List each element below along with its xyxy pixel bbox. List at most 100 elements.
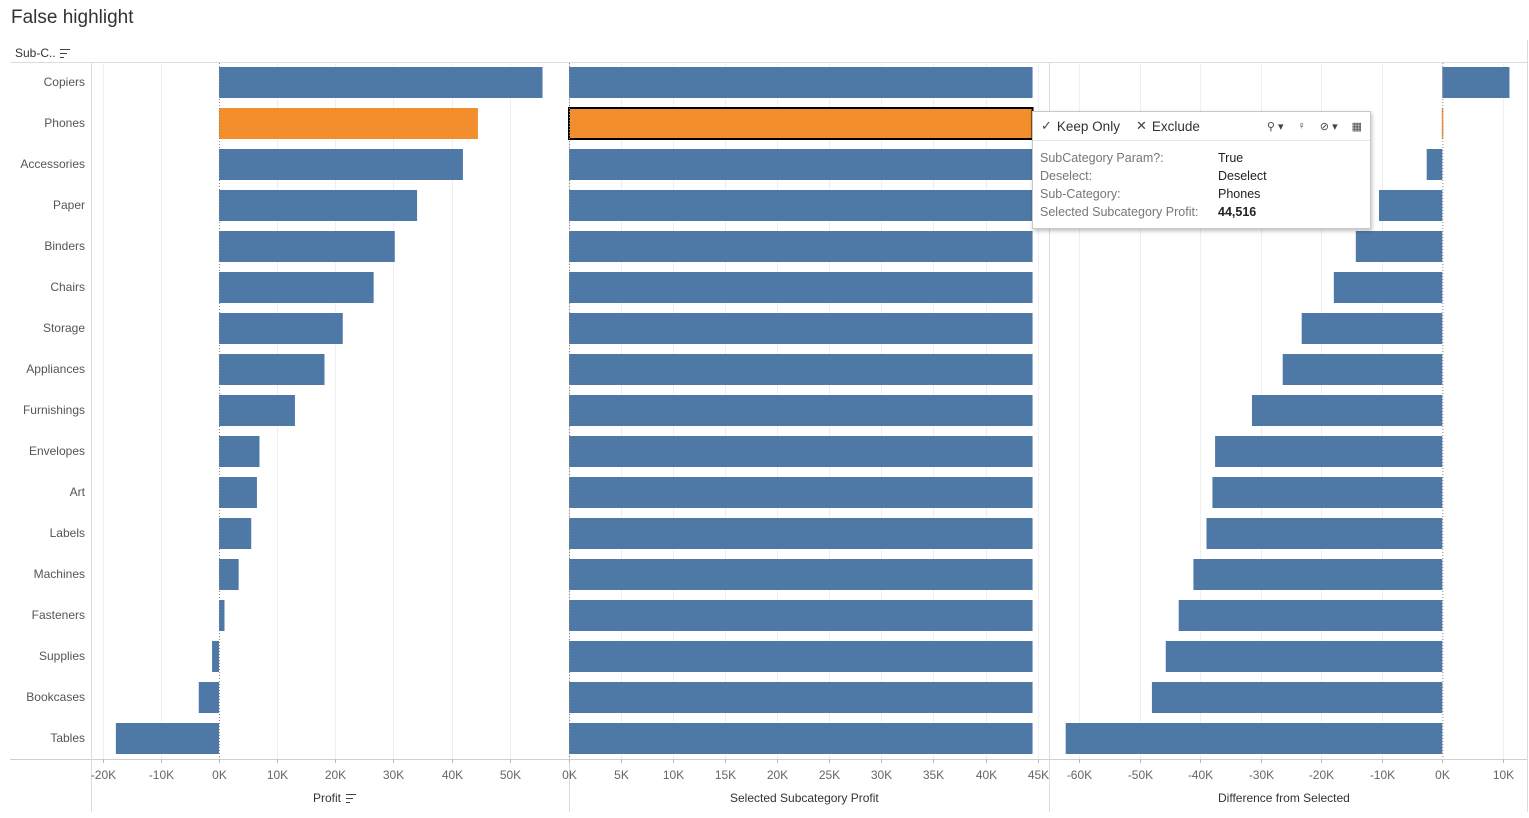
row-label: Accessories [20, 157, 85, 171]
bar[interactable] [569, 559, 1033, 590]
bar[interactable] [1442, 67, 1510, 98]
bar[interactable] [218, 313, 343, 344]
tooltip-key: Sub-Category: [1040, 187, 1121, 201]
bar[interactable] [218, 67, 543, 98]
bar[interactable] [569, 272, 1033, 303]
row-label: Binders [44, 239, 85, 253]
bar[interactable] [569, 313, 1033, 344]
row-field-header[interactable]: Sub-C.. [15, 46, 70, 60]
bar[interactable] [1355, 231, 1443, 262]
tick-label: 10K [663, 768, 684, 782]
bar[interactable] [568, 107, 1034, 140]
bar[interactable] [1212, 477, 1443, 508]
bar[interactable] [569, 190, 1033, 221]
bar[interactable] [218, 231, 395, 262]
bar[interactable] [218, 436, 260, 467]
tick-label: 30K [871, 768, 892, 782]
view-data-icon[interactable]: ▦ [1351, 120, 1362, 133]
tooltip-value: True [1218, 151, 1244, 165]
tick-label: 10K [267, 768, 288, 782]
tooltip-row: Deselect: Deselect [1040, 169, 1370, 187]
bar[interactable] [212, 641, 219, 672]
bar[interactable] [569, 149, 1033, 180]
tick-label: 40K [976, 768, 997, 782]
bar[interactable] [569, 354, 1033, 385]
tick-label: 35K [923, 768, 944, 782]
bar[interactable] [218, 395, 295, 426]
bar[interactable] [1151, 682, 1443, 713]
check-icon: ✓ [1041, 118, 1052, 133]
bar[interactable] [218, 108, 478, 139]
tooltip-key: Selected Subcategory Profit: [1040, 205, 1199, 219]
row-label: Fasteners [32, 608, 85, 622]
bar[interactable] [115, 723, 219, 754]
bar[interactable] [1333, 272, 1443, 303]
tick-label: 45K [1028, 768, 1049, 782]
axis-title-selected: Selected Subcategory Profit [730, 791, 879, 805]
tick-label: 10K [1493, 768, 1514, 782]
lightbulb-icon[interactable]: ♀ [1297, 120, 1306, 132]
bar[interactable] [569, 723, 1033, 754]
exclude-button[interactable]: ✕ Exclude [1136, 118, 1200, 134]
bar[interactable] [569, 436, 1033, 467]
bar[interactable] [569, 682, 1033, 713]
bar[interactable] [218, 190, 418, 221]
bar[interactable] [569, 477, 1033, 508]
tooltip-details: SubCategory Param?: True Deselect: Deselect… [1033, 141, 1370, 223]
bar[interactable] [569, 518, 1033, 549]
bar[interactable] [1378, 190, 1443, 221]
row-label: Labels [50, 526, 85, 540]
tooltip-key: Deselect: [1040, 169, 1093, 183]
bar[interactable] [1065, 723, 1443, 754]
bar[interactable] [1215, 436, 1443, 467]
bar[interactable] [569, 395, 1033, 426]
row-label: Appliances [26, 362, 85, 376]
bar[interactable] [1178, 600, 1443, 631]
bar[interactable] [198, 682, 219, 713]
axis-title-profit[interactable]: Profit [313, 791, 357, 805]
bar[interactable] [1206, 518, 1443, 549]
group-members-icon[interactable]: ⚲ ▾ [1266, 120, 1284, 133]
bar[interactable] [218, 600, 225, 631]
tooltip: ✓ Keep Only ✕ Exclude ⚲ ▾ ♀ ⊘ ▾ ▦ SubCat… [1032, 111, 1371, 229]
bar[interactable] [1301, 313, 1443, 344]
bar[interactable] [1193, 559, 1443, 590]
sort-icon[interactable] [59, 48, 70, 58]
tooltip-row: SubCategory Param?: True [1040, 151, 1370, 169]
bar[interactable] [569, 600, 1033, 631]
bar[interactable] [218, 272, 374, 303]
bar[interactable] [569, 641, 1033, 672]
bar[interactable] [1426, 149, 1443, 180]
bar[interactable] [218, 518, 252, 549]
row-label: Bookcases [26, 690, 85, 704]
bar[interactable] [218, 149, 463, 180]
bar[interactable] [218, 559, 239, 590]
keep-only-button[interactable]: ✓ Keep Only [1041, 118, 1120, 134]
bar[interactable] [569, 231, 1033, 262]
bar[interactable] [1251, 395, 1443, 426]
close-icon: ✕ [1135, 118, 1147, 133]
tooltip-key: SubCategory Param?: [1040, 151, 1164, 165]
keep-only-label: Keep Only [1056, 118, 1120, 134]
tick-label: -30K [1249, 768, 1274, 782]
tooltip-value: Deselect [1218, 169, 1267, 183]
bar[interactable] [569, 67, 1033, 98]
exclude-label: Exclude [1151, 118, 1200, 134]
tick-label: 20K [325, 768, 346, 782]
tick-label: 30K [383, 768, 404, 782]
bar[interactable] [1282, 354, 1443, 385]
bar[interactable] [218, 354, 325, 385]
tick-label: -40K [1188, 768, 1213, 782]
tick-label: -60K [1067, 768, 1092, 782]
tick-label: 0K [1435, 768, 1450, 782]
row-label: Storage [43, 321, 85, 335]
bar[interactable] [1165, 641, 1443, 672]
row-label: Phones [44, 116, 85, 130]
row-label: Copiers [44, 75, 85, 89]
create-set-icon[interactable]: ⊘ ▾ [1319, 120, 1338, 133]
tick-label: -10K [1370, 768, 1395, 782]
bar[interactable] [218, 477, 257, 508]
sort-icon[interactable] [346, 793, 357, 803]
tick-label: -20K [91, 768, 116, 782]
